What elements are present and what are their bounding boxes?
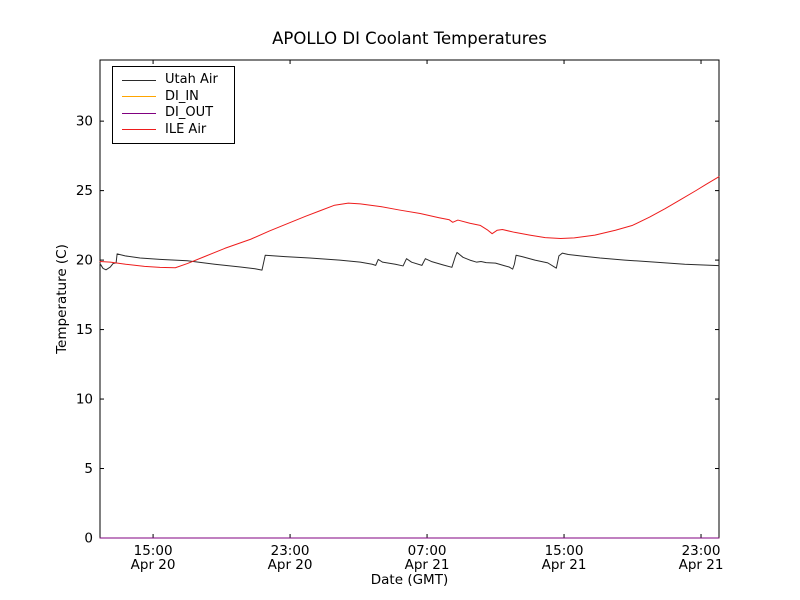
y-tick-label: 10 — [76, 392, 93, 408]
legend-line-swatch-di-in — [122, 96, 156, 98]
y-tick-label: 30 — [76, 114, 93, 130]
x-axis-label: Date (GMT) — [370, 572, 449, 588]
series-line-utah-air — [99, 251, 720, 271]
y-tick-label: 5 — [84, 461, 93, 477]
y-tick-label: 0 — [84, 531, 93, 547]
x-tick-label-time: 15:00 — [134, 543, 173, 559]
legend-item-di-in: DI_IN — [122, 89, 234, 106]
x-tick-label-date: Apr 20 — [268, 557, 313, 573]
series-line-ile-air — [99, 176, 720, 269]
legend-label: DI_OUT — [165, 105, 214, 121]
legend-line-swatch-ile-air — [122, 129, 156, 131]
y-tick-label: 15 — [76, 322, 93, 338]
x-tick-label-time: 07:00 — [408, 543, 447, 559]
legend-label: Utah Air — [165, 72, 218, 88]
x-tick-label-time: 15:00 — [545, 543, 584, 559]
y-tick-label: 20 — [76, 253, 93, 269]
x-tick-label-time: 23:00 — [271, 543, 310, 559]
x-tick-label-time: 23:00 — [682, 543, 721, 559]
legend-item-di-out: DI_OUT — [122, 105, 234, 122]
x-tick-label-date: Apr 20 — [131, 557, 176, 573]
x-tick-label-date: Apr 21 — [542, 557, 587, 573]
legend-item-utah-air: Utah Air — [122, 72, 234, 89]
legend-line-swatch-utah-air — [122, 79, 156, 81]
legend-label: ILE Air — [165, 121, 207, 137]
legend-line-swatch-di-out — [122, 112, 156, 114]
x-tick-label-date: Apr 21 — [405, 557, 450, 573]
legend: Utah Air DI_IN DI_OUT ILE Air — [112, 66, 235, 144]
y-tick-label: 25 — [76, 183, 93, 199]
x-tick-label-date: Apr 21 — [679, 557, 724, 573]
chart-title: APOLLO DI Coolant Temperatures — [272, 29, 547, 48]
legend-label: DI_IN — [165, 88, 199, 104]
legend-item-ile-air: ILE Air — [122, 122, 234, 139]
